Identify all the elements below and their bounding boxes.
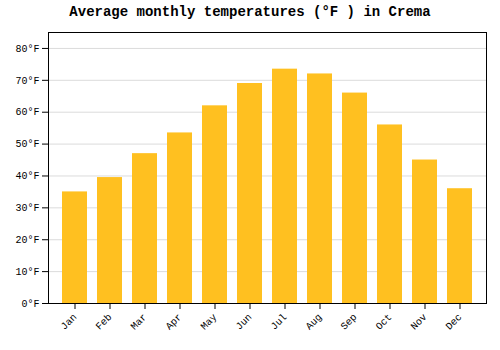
svg-text:Sep: Sep	[339, 312, 360, 333]
svg-text:Feb: Feb	[94, 312, 115, 333]
svg-text:50°F: 50°F	[15, 139, 39, 150]
svg-text:Jan: Jan	[59, 312, 80, 333]
svg-text:20°F: 20°F	[15, 235, 39, 246]
svg-text:Jun: Jun	[234, 312, 255, 333]
svg-text:Jul: Jul	[269, 312, 290, 333]
svg-text:Mar: Mar	[129, 312, 150, 333]
svg-text:Oct: Oct	[374, 312, 395, 333]
svg-text:10°F: 10°F	[15, 267, 39, 278]
svg-text:0°F: 0°F	[21, 299, 39, 310]
svg-text:30°F: 30°F	[15, 203, 39, 214]
svg-text:May: May	[199, 312, 220, 333]
svg-text:Aug: Aug	[304, 312, 325, 333]
svg-text:60°F: 60°F	[15, 107, 39, 118]
html-text:Average monthly temperatures (: Average monthly temperatures (°F ) in Cr…	[69, 4, 431, 20]
svg-text:Apr: Apr	[164, 312, 185, 333]
svg-text:40°F: 40°F	[15, 171, 39, 182]
svg-text:80°F: 80°F	[15, 44, 39, 55]
svg-text:Nov: Nov	[409, 312, 430, 333]
svg-text:Dec: Dec	[444, 312, 465, 333]
svg-text:70°F: 70°F	[15, 76, 39, 87]
